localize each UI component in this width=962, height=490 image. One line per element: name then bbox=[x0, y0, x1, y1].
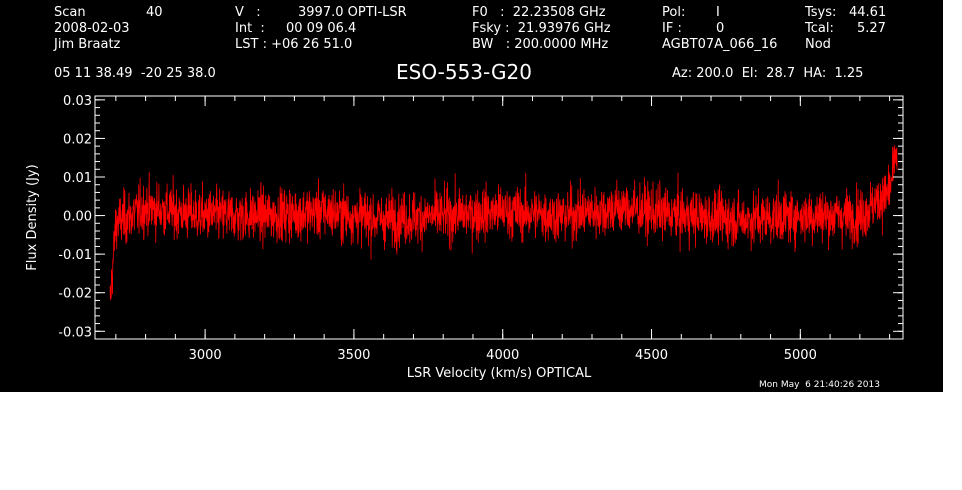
label-pol: Pol: bbox=[662, 5, 686, 20]
y-tick-label: -0.03 bbox=[58, 325, 92, 340]
label-tcal: Tcal: bbox=[805, 21, 834, 36]
obs-date: 2008-02-03 bbox=[54, 21, 130, 36]
y-tick-label: 0.02 bbox=[63, 132, 92, 147]
rest-frequency: F0 : 22.23508 GHz bbox=[472, 5, 606, 20]
sky-frequency: Fsky : 21.93976 GHz bbox=[472, 21, 611, 36]
y-tick-label: 0.00 bbox=[63, 210, 92, 225]
pointing-info: Az: 200.0 El: 28.7 HA: 1.25 bbox=[672, 66, 864, 81]
procedure-nod: Nod bbox=[805, 37, 831, 52]
x-tick-label: 4000 bbox=[486, 348, 519, 363]
pol-value: I bbox=[716, 5, 720, 20]
x-tick-label: 4500 bbox=[635, 348, 668, 363]
tsys-value: 44.61 bbox=[849, 5, 887, 20]
int-value: 00 09 06.4 bbox=[286, 21, 357, 36]
x-tick-label: 3000 bbox=[189, 348, 222, 363]
plot-timestamp: Mon May 6 21:40:26 2013 bbox=[759, 380, 880, 390]
scan-number: 40 bbox=[146, 5, 163, 20]
plot-frame bbox=[94, 95, 904, 340]
x-axis-label: LSR Velocity (km/s) OPTICAL bbox=[407, 366, 592, 381]
source-name: ESO-553-G20 bbox=[396, 60, 532, 84]
label-velocity: V : bbox=[235, 5, 261, 20]
label-scan: Scan bbox=[54, 5, 86, 20]
y-tick-label: -0.01 bbox=[58, 248, 92, 263]
label-if: IF : bbox=[662, 21, 682, 36]
velocity-value: 3997.0 OPTI-LSR bbox=[298, 5, 407, 20]
bandwidth: BW : 200.0000 MHz bbox=[472, 37, 609, 52]
lst-value: LST : +06 26 51.0 bbox=[235, 37, 353, 52]
y-tick-label: 0.01 bbox=[63, 171, 92, 186]
observer-name: Jim Braatz bbox=[54, 37, 121, 52]
x-tick-label: 5000 bbox=[784, 348, 817, 363]
spectrum-trace bbox=[109, 144, 898, 301]
y-tick-label: 0.03 bbox=[63, 94, 92, 109]
x-tick-label: 3500 bbox=[337, 348, 370, 363]
label-tsys: Tsys: bbox=[805, 5, 837, 20]
spectrum-plot: 0.03 0.02 0.01 0.00 -0.01 -0.02 -0.03 3000 3500 4… bbox=[25, 94, 904, 381]
y-tick-label: -0.02 bbox=[58, 287, 92, 302]
project-id: AGBT07A_066_16 bbox=[662, 37, 778, 52]
label-int: Int : bbox=[235, 21, 265, 36]
if-value: 0 bbox=[716, 21, 725, 36]
tcal-value: 5.27 bbox=[857, 21, 886, 36]
y-axis-label: Flux Density (Jy) bbox=[25, 164, 40, 270]
source-coordinates: 05 11 38.49 -20 25 38.0 bbox=[54, 66, 216, 81]
